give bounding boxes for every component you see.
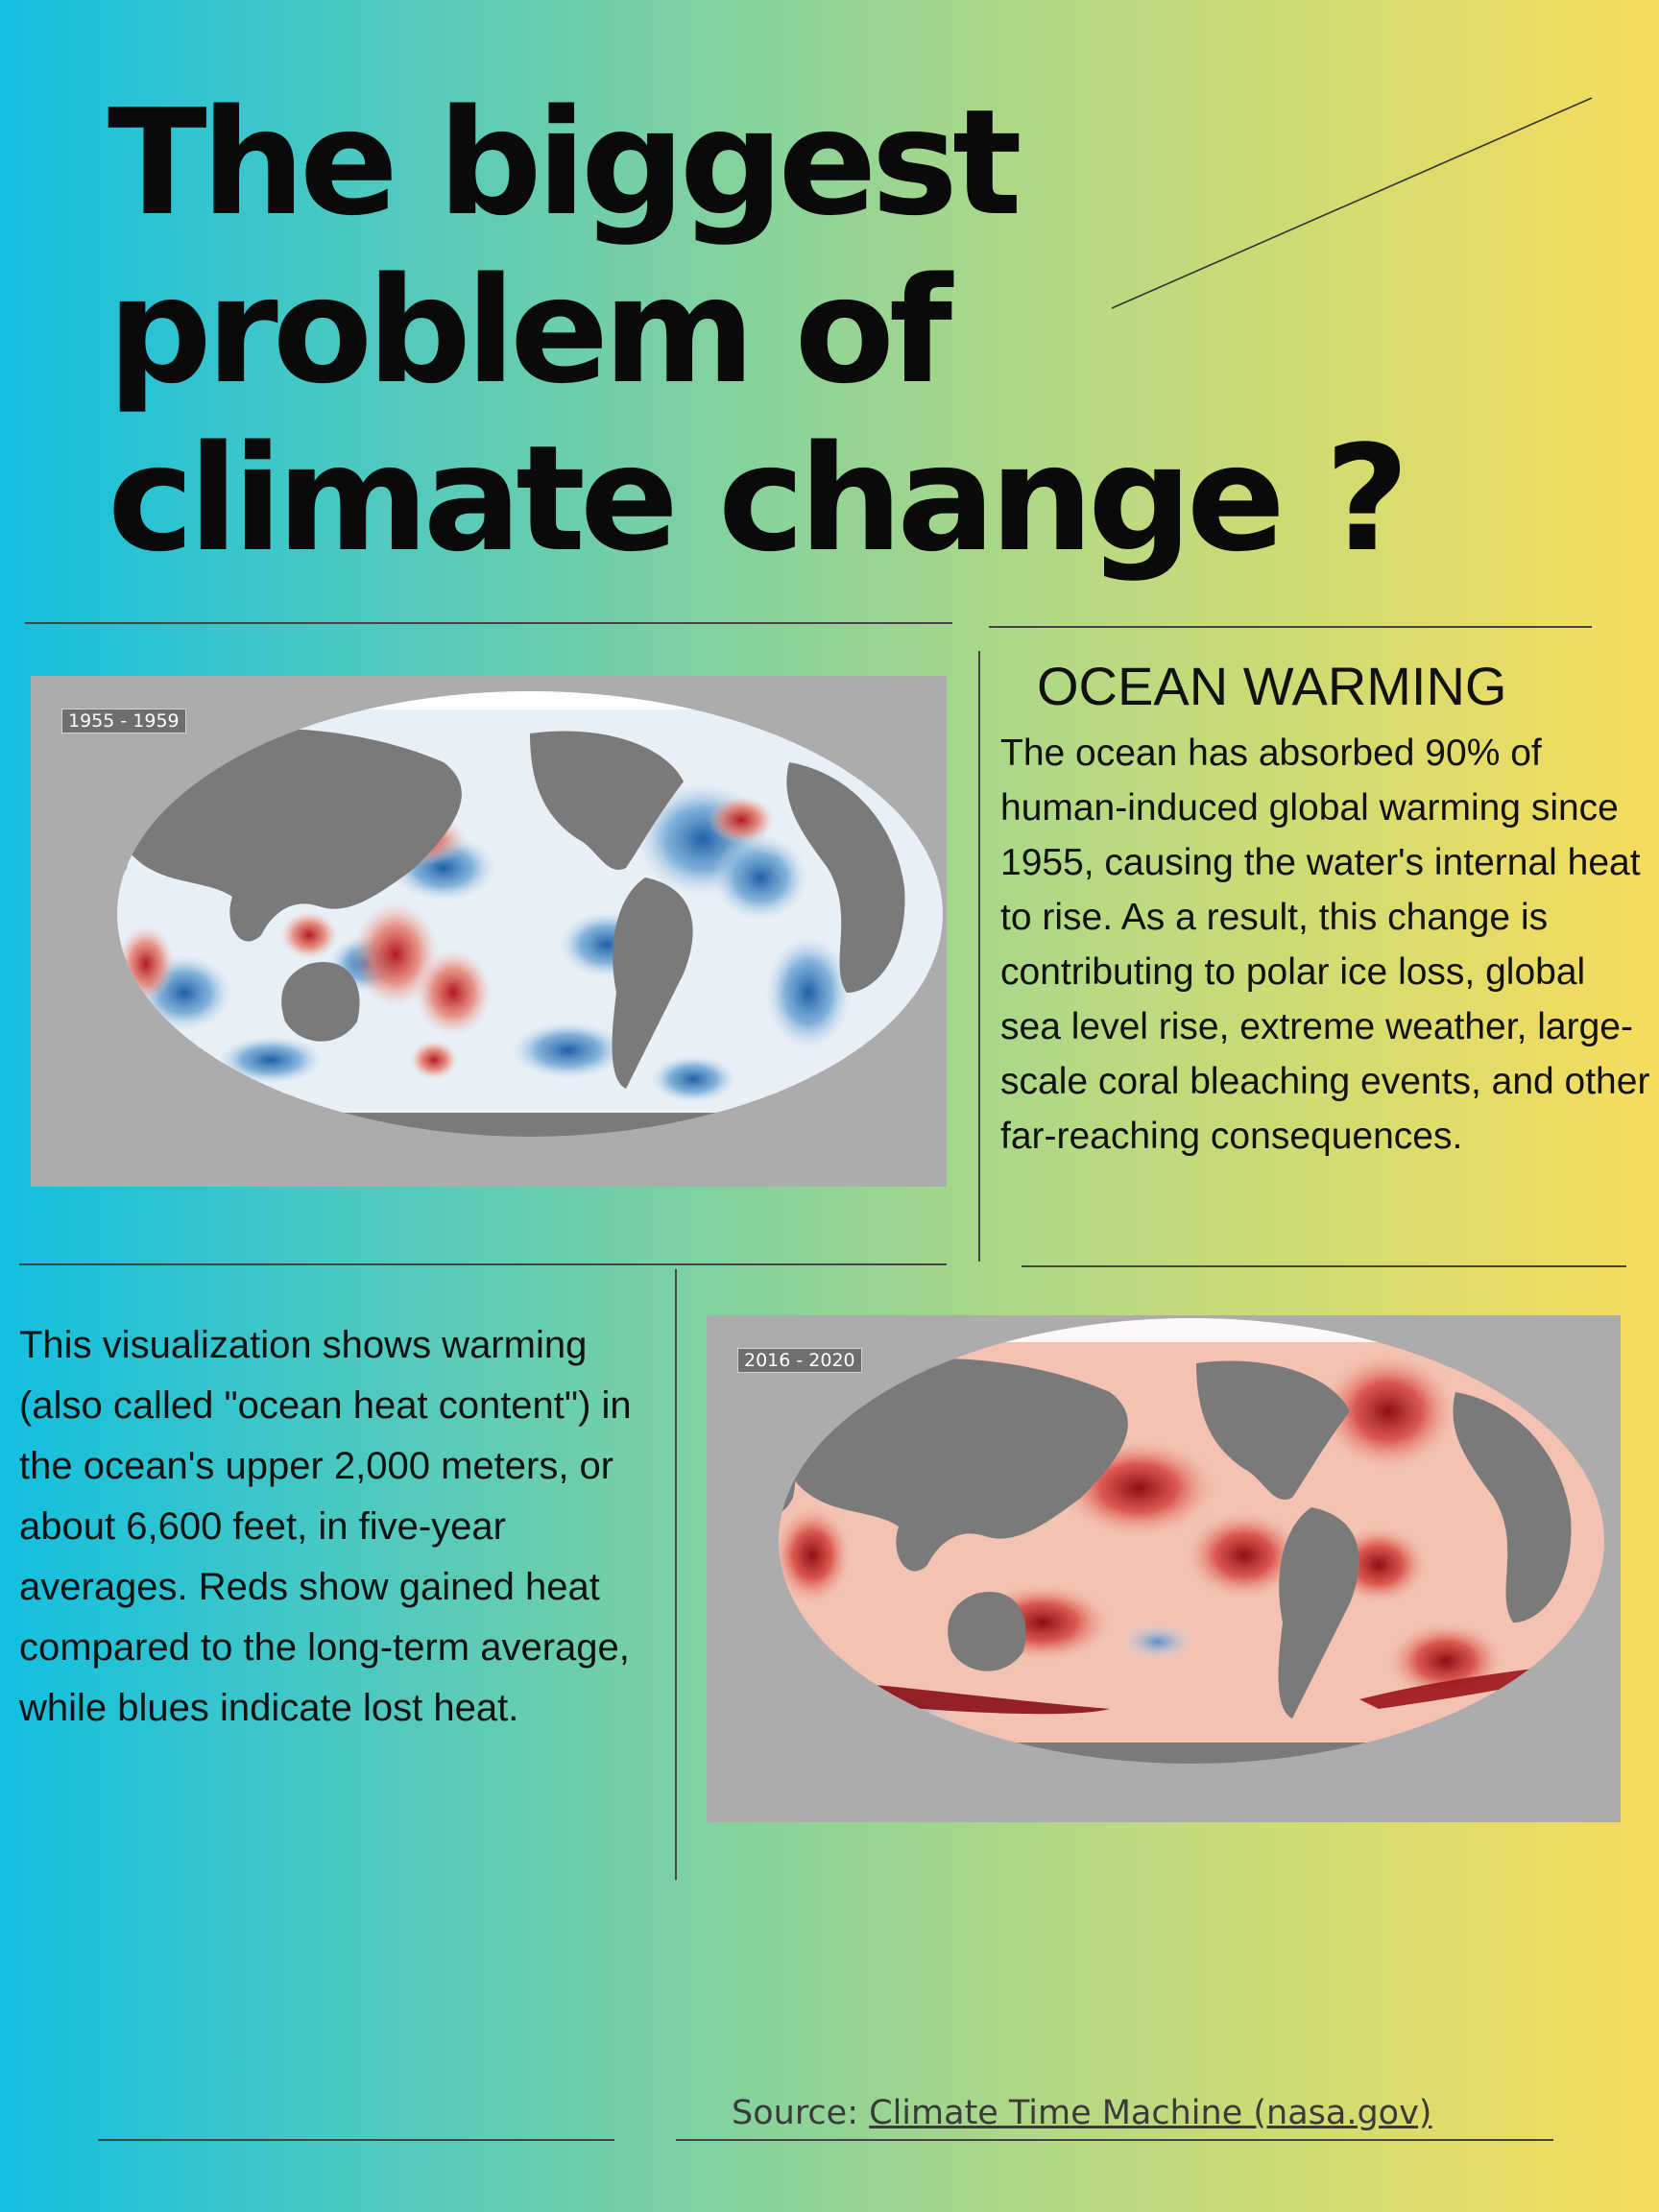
source-link[interactable]: Climate Time Machine (nasa.gov) <box>869 2094 1432 2132</box>
source-credit: Source: Climate Time Machine (nasa.gov) <box>732 2091 1431 2135</box>
divider-mid-left <box>19 1263 947 1265</box>
section-heading: OCEAN WARMING <box>1037 656 1507 716</box>
title-line-1: The biggest <box>108 78 1022 248</box>
page-title: The biggest problem of climate change ? <box>108 78 1409 584</box>
title-line-3: climate change ? <box>108 414 1409 584</box>
ocean-heat-map-1955-1959: 1955 - 1959 <box>31 676 947 1187</box>
divider-vertical-lower <box>675 1269 677 1880</box>
map-label-2016-2020: 2016 - 2020 <box>737 1348 862 1373</box>
divider-vertical-upper <box>978 651 980 1262</box>
divider-top-right <box>989 626 1592 628</box>
divider-mid-right <box>1022 1265 1626 1267</box>
map-label-1955-1959: 1955 - 1959 <box>61 709 186 733</box>
divider-bottom-left <box>98 2139 614 2141</box>
divider-bottom-right <box>676 2139 1553 2141</box>
title-line-2: problem of <box>108 246 952 416</box>
decorative-diagonal-line <box>1111 97 1593 309</box>
source-prefix: Source: <box>732 2094 870 2132</box>
visualization-description: This visualization shows warming (also c… <box>19 1324 632 1729</box>
ocean-heat-map-2016-2020: 2016 - 2020 <box>707 1315 1621 1822</box>
section-body: The ocean has absorbed 90% of human-indu… <box>1000 733 1650 1157</box>
divider-top-left <box>25 622 952 624</box>
